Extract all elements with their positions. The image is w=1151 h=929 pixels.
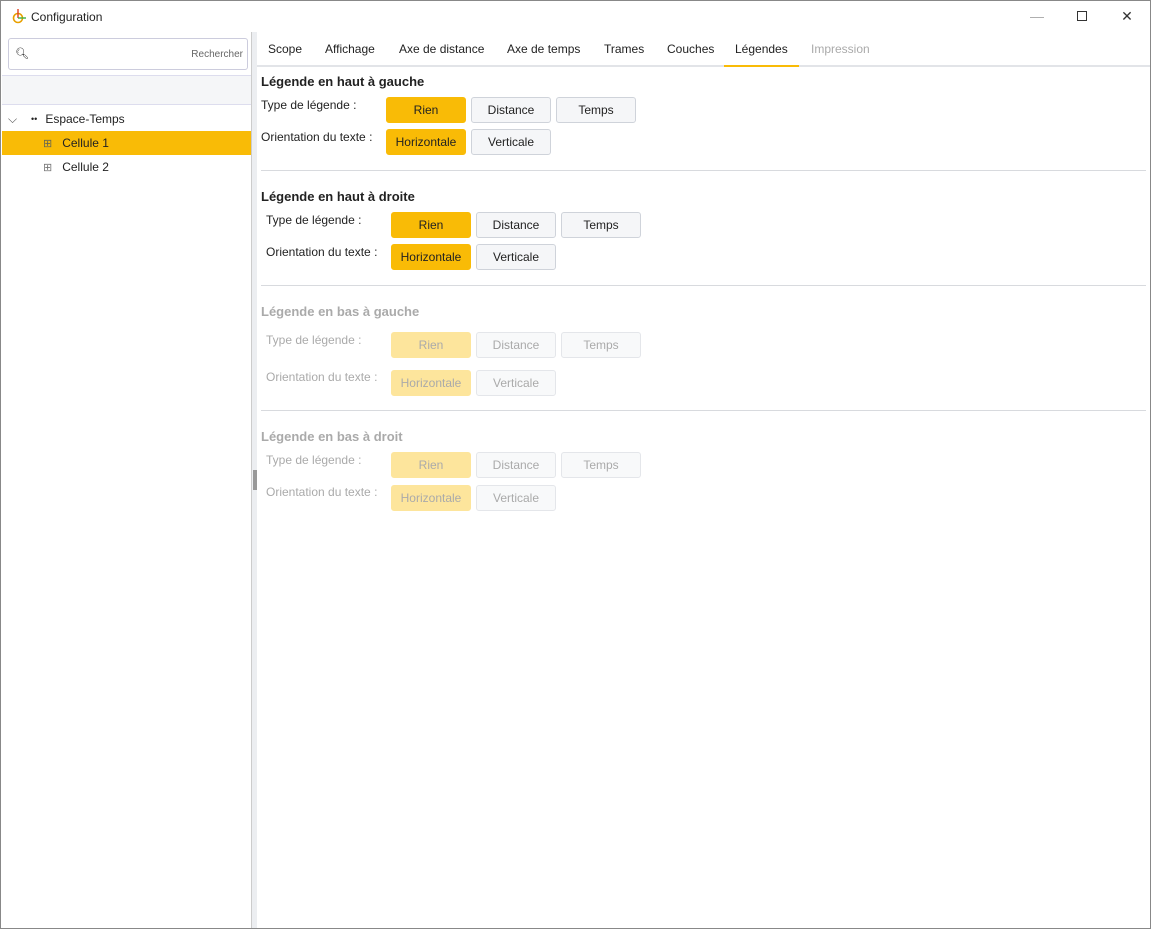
section-divider [261,285,1146,286]
chevron-down-icon[interactable]: ⌵ [8,111,18,126]
minimize-icon: — [1030,8,1044,24]
type-temps-button[interactable]: Temps [556,97,636,123]
window-title: Configuration [31,10,103,24]
tree-item-espace-temps[interactable]: ⌵ •• Espace-Temps [2,107,251,131]
text-orientation-label: Orientation du texte : [266,485,378,499]
tab-legendes[interactable]: Légendes [724,32,799,67]
section-title: Légende en bas à droit [261,429,403,444]
orientation-verticale-button: Verticale [476,370,556,396]
orientation-verticale-button[interactable]: Verticale [471,129,551,155]
search-input[interactable] [31,41,243,67]
minimize-button[interactable]: — [1014,1,1060,31]
tab-bar: Scope Affichage Axe de distance Axe de t… [257,32,1150,67]
type-distance-button: Distance [476,332,556,358]
title-bar: Configuration — ✕ [1,1,1150,32]
cluster-icon: •• [31,114,38,124]
sidebar: 🔍︎ ⌵ •• Espace-Temps ⊞ Cellule 1 ⊞ Cellu… [2,32,251,928]
orientation-verticale-button: Verticale [476,485,556,511]
section-divider [261,410,1146,411]
text-orientation-label: Orientation du texte : [266,370,378,384]
legend-type-label: Type de légende : [261,98,357,112]
grid-icon: ⊞ [43,137,53,150]
tree-item-label: Cellule 1 [62,136,109,150]
section-legende-en-haut-a-droite: Légende en haut à droite Type de légende … [261,189,1146,289]
tab-scope[interactable]: Scope [268,42,303,56]
orientation-horizontale-button[interactable]: Horizontale [391,244,471,270]
section-title: Légende en haut à droite [261,189,415,204]
section-divider [261,170,1146,171]
grid-icon: ⊞ [43,161,53,174]
orientation-verticale-button[interactable]: Verticale [476,244,556,270]
tree-item-label: Cellule 2 [62,160,109,174]
section-title: Légende en bas à gauche [261,304,420,319]
tab-axe-de-distance[interactable]: Axe de distance [399,42,485,56]
app-logo-icon [12,9,26,24]
type-distance-button[interactable]: Distance [471,97,551,123]
close-icon: ✕ [1121,7,1133,24]
search-box[interactable]: 🔍︎ [8,38,248,70]
tab-couches[interactable]: Couches [667,42,715,56]
tree-item-cellule-2[interactable]: ⊞ Cellule 2 [2,155,251,179]
legend-type-label: Type de légende : [266,453,362,467]
splitter-grip[interactable] [253,470,257,490]
tree-toolbar [2,75,251,105]
section-legende-en-bas-a-droit: Légende en bas à droit Type de légende : O… [261,429,1146,529]
close-button[interactable]: ✕ [1104,1,1150,31]
type-distance-button[interactable]: Distance [476,212,556,238]
tab-impression: Impression [811,42,870,56]
section-title: Légende en haut à gauche [261,74,425,89]
type-rien-button: Rien [391,332,471,358]
search-icon: 🔍︎ [15,48,29,60]
type-rien-button: Rien [391,452,471,478]
legend-type-label: Type de légende : [266,213,362,227]
tree-item-cellule-1[interactable]: ⊞ Cellule 1 [2,131,251,155]
type-temps-button: Temps [561,452,641,478]
orientation-horizontale-button: Horizontale [391,485,471,511]
tab-affichage[interactable]: Affichage [325,42,375,56]
maximize-icon [1077,11,1087,21]
legend-type-label: Type de légende : [266,333,362,347]
section-legende-en-haut-a-gauche: Légende en haut à gauche Type de légende … [261,74,1146,174]
type-temps-button: Temps [561,332,641,358]
type-rien-button[interactable]: Rien [391,212,471,238]
splitter[interactable] [251,32,257,928]
type-distance-button: Distance [476,452,556,478]
text-orientation-label: Orientation du texte : [266,245,378,259]
type-rien-button[interactable]: Rien [386,97,466,123]
orientation-horizontale-button: Horizontale [391,370,471,396]
tab-axe-de-temps[interactable]: Axe de temps [507,42,581,56]
maximize-button[interactable] [1059,1,1105,31]
text-orientation-label: Orientation du texte : [261,130,373,144]
tab-trames[interactable]: Trames [604,42,645,56]
type-temps-button[interactable]: Temps [561,212,641,238]
tree-item-label: Espace-Temps [45,112,125,126]
orientation-horizontale-button[interactable]: Horizontale [386,129,466,155]
section-legende-en-bas-a-gauche: Légende en bas à gauche Type de légende :… [261,304,1146,404]
